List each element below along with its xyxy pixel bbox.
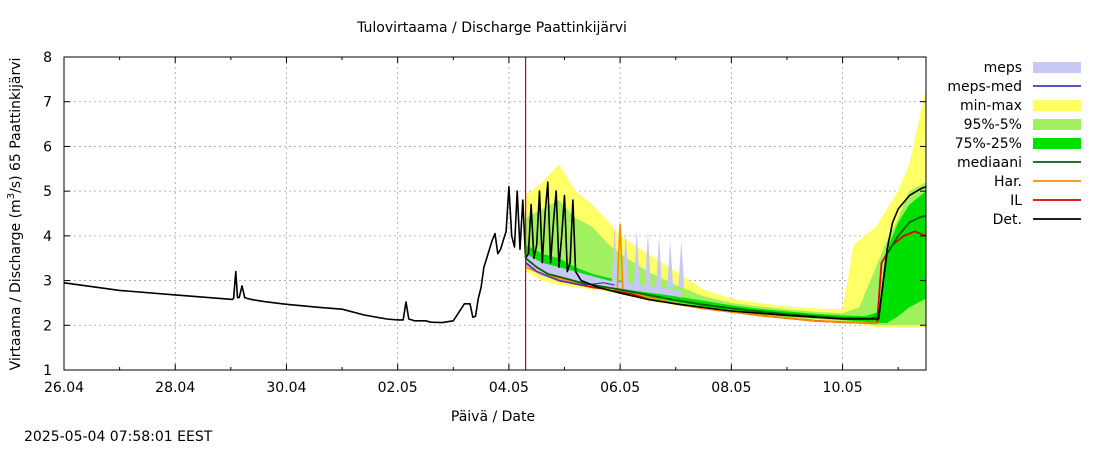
legend-label: meps-med <box>947 79 1022 95</box>
y-tick-label: 5 <box>43 184 52 200</box>
meps-spike <box>611 226 618 288</box>
y-tick-label: 6 <box>43 139 52 155</box>
meps-spike <box>633 229 640 288</box>
series-det-line <box>63 181 927 324</box>
meps-spike <box>667 240 674 288</box>
legend-swatch <box>1033 119 1081 130</box>
legend-swatch <box>1033 100 1081 111</box>
series-meps-med-line <box>525 262 615 286</box>
x-tick-label: 04.05 <box>489 380 529 396</box>
y-tick-label: 4 <box>43 229 52 245</box>
legend-label: 95%-5% <box>964 117 1022 133</box>
legend-label: meps <box>984 60 1022 76</box>
x-tick-label: 08.05 <box>711 380 751 396</box>
y-tick-label: 3 <box>43 274 52 290</box>
x-axis-label: Päivä / Date <box>451 409 535 425</box>
series-lines <box>63 181 927 325</box>
series-mediaani-line <box>525 214 927 320</box>
legend-swatch <box>1033 138 1081 149</box>
x-tick-label: 06.05 <box>600 380 640 396</box>
axis-ticks: 1 2 3 4 5 6 7 8 26.04 28.04 30.04 02.05 04.05 06.05 08… <box>43 50 926 396</box>
x-tick-label: 10.05 <box>823 380 863 396</box>
y-axis-label-superscript: 3 <box>6 193 17 199</box>
chart-title: Tulovirtaama / Discharge Paattinkijärvi <box>356 20 627 36</box>
forecast-bands <box>525 88 926 328</box>
legend-label: mediaani <box>957 155 1022 171</box>
meps-spike <box>622 231 629 288</box>
y-axis-label-rest: /s) 65 Paattinkijärvi <box>8 58 24 193</box>
plot-frame <box>63 56 927 371</box>
meps-spike <box>656 235 663 288</box>
x-tick-label: 28.04 <box>155 380 195 396</box>
meps-spike <box>644 231 651 288</box>
y-axis-label: Virtaama / Discharge (m3/s) 65 Paattinki… <box>6 58 24 371</box>
y-tick-label: 2 <box>43 318 52 334</box>
grid <box>64 57 926 370</box>
legend-label: 75%-25% <box>955 136 1022 152</box>
x-tick-label: 02.05 <box>378 380 418 396</box>
band-meps <box>525 253 682 298</box>
legend-label: IL <box>1010 193 1022 209</box>
x-tick-label: 26.04 <box>44 380 84 396</box>
x-tick-label: 30.04 <box>266 380 306 396</box>
y-tick-label: 1 <box>43 363 52 379</box>
legend-label: min-max <box>960 98 1022 114</box>
legend-label: Har. <box>994 174 1022 190</box>
timestamp: 2025-05-04 07:58:01 EEST <box>24 429 213 445</box>
meps-spike <box>678 240 685 288</box>
y-tick-label: 8 <box>43 50 52 66</box>
legend-swatch <box>1033 62 1081 73</box>
y-axis-label-main: Virtaama / Discharge (m <box>8 199 24 370</box>
legend: meps meps-med min-max 95%-5% 75%-25% mediaani… <box>947 60 1081 228</box>
legend-label: Det. <box>993 212 1022 228</box>
y-tick-label: 7 <box>43 95 52 111</box>
